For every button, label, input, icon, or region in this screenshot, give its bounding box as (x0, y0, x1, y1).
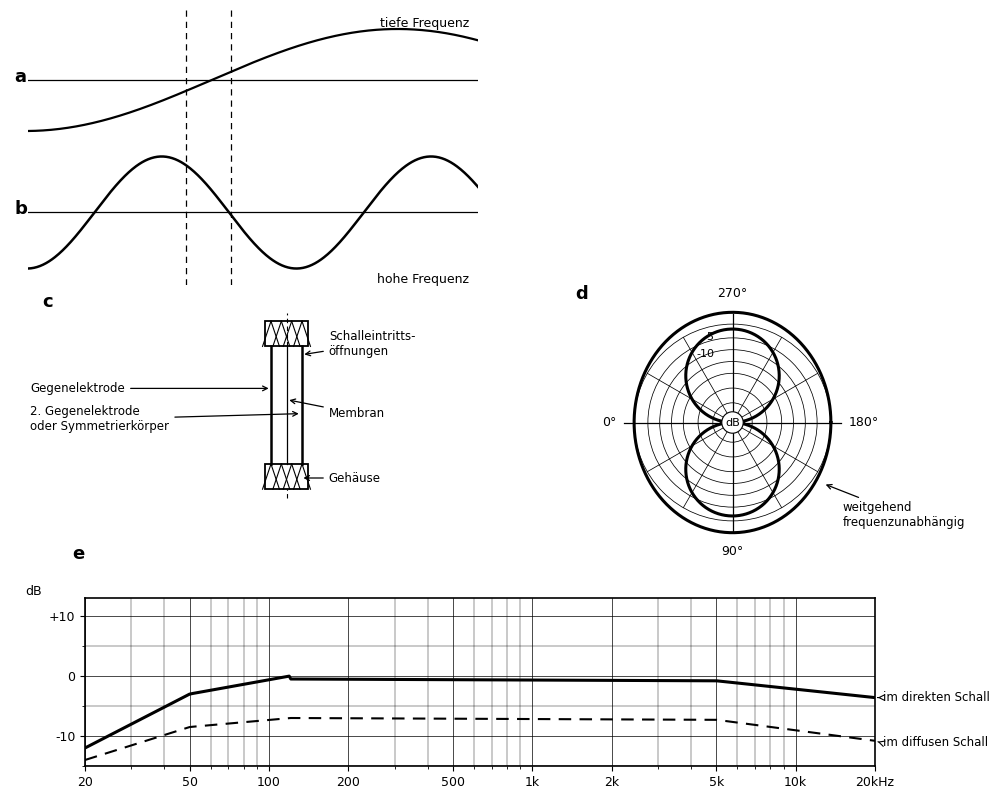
Text: dB: dB (25, 584, 42, 598)
Bar (265, 321, 308, 347)
Text: -10: -10 (697, 349, 715, 358)
Text: Gehäuse: Gehäuse (305, 472, 381, 485)
Text: c: c (42, 293, 53, 311)
Text: e: e (72, 545, 84, 563)
Text: hohe Frequenz: hohe Frequenz (377, 273, 469, 286)
Text: 0°: 0° (602, 416, 616, 429)
Text: weitgehend
frequenzunabhängig: weitgehend frequenzunabhängig (827, 485, 965, 529)
Bar (265, 464, 308, 489)
Text: a: a (14, 68, 26, 86)
Text: dB: dB (725, 417, 740, 427)
Text: im direkten Schall: im direkten Schall (883, 691, 990, 704)
Text: im diffusen Schall: im diffusen Schall (883, 736, 988, 749)
Text: Gegenelektrode: Gegenelektrode (30, 382, 267, 395)
Text: b: b (14, 200, 27, 218)
Text: tiefe Frequenz: tiefe Frequenz (380, 17, 469, 30)
Text: Membran: Membran (291, 399, 385, 420)
Text: Schalleintritts-
öffnungen: Schalleintritts- öffnungen (306, 330, 415, 358)
Text: 180°: 180° (849, 416, 879, 429)
Text: 90°: 90° (721, 546, 744, 558)
Text: 270°: 270° (717, 286, 748, 300)
Text: -5: -5 (704, 332, 715, 342)
Text: 2. Gegenelektrode
oder Symmetrierkörper: 2. Gegenelektrode oder Symmetrierkörper (30, 405, 297, 433)
Text: d: d (575, 285, 588, 303)
